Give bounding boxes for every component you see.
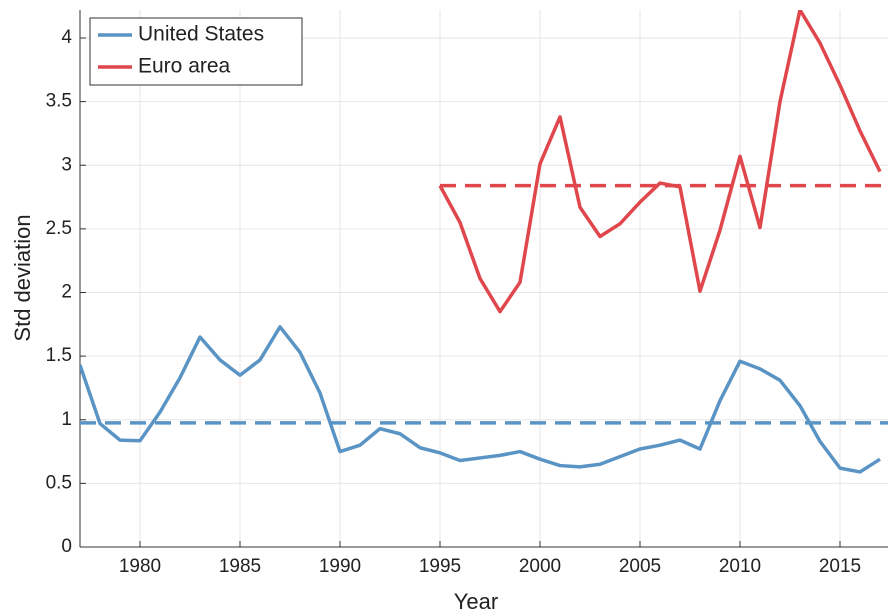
x-tick-label: 1980 <box>119 556 161 577</box>
x-tick-label: 2000 <box>519 556 561 577</box>
plot-area <box>80 10 888 474</box>
y-tick-label: 3 <box>61 154 72 175</box>
series-line <box>80 325 881 474</box>
y-tick-label: 3.5 <box>46 91 72 112</box>
y-tick-label: 0.5 <box>46 472 72 493</box>
x-tick-label: 2005 <box>619 556 661 577</box>
y-tick-label: 2 <box>61 282 72 303</box>
y-axis-label: Std deviation <box>10 214 35 341</box>
x-tick-label: 2015 <box>819 556 861 577</box>
x-tick-label: 2010 <box>719 556 761 577</box>
legend-box <box>89 17 303 86</box>
y-tick-label: 1.5 <box>46 345 72 366</box>
x-tick-label: 1990 <box>319 556 361 577</box>
legend-label: United States <box>138 23 264 46</box>
legend-label: Euro area <box>138 55 231 78</box>
y-tick-label: 0 <box>61 536 72 557</box>
x-tick-label: 1995 <box>419 556 461 577</box>
y-tick-label: 2.5 <box>46 218 72 239</box>
x-tick-label: 1985 <box>219 556 261 577</box>
x-axis-label: Year <box>454 589 498 614</box>
series-line <box>438 10 882 314</box>
y-tick-label: 1 <box>61 409 72 430</box>
y-tick-label: 4 <box>61 27 72 48</box>
